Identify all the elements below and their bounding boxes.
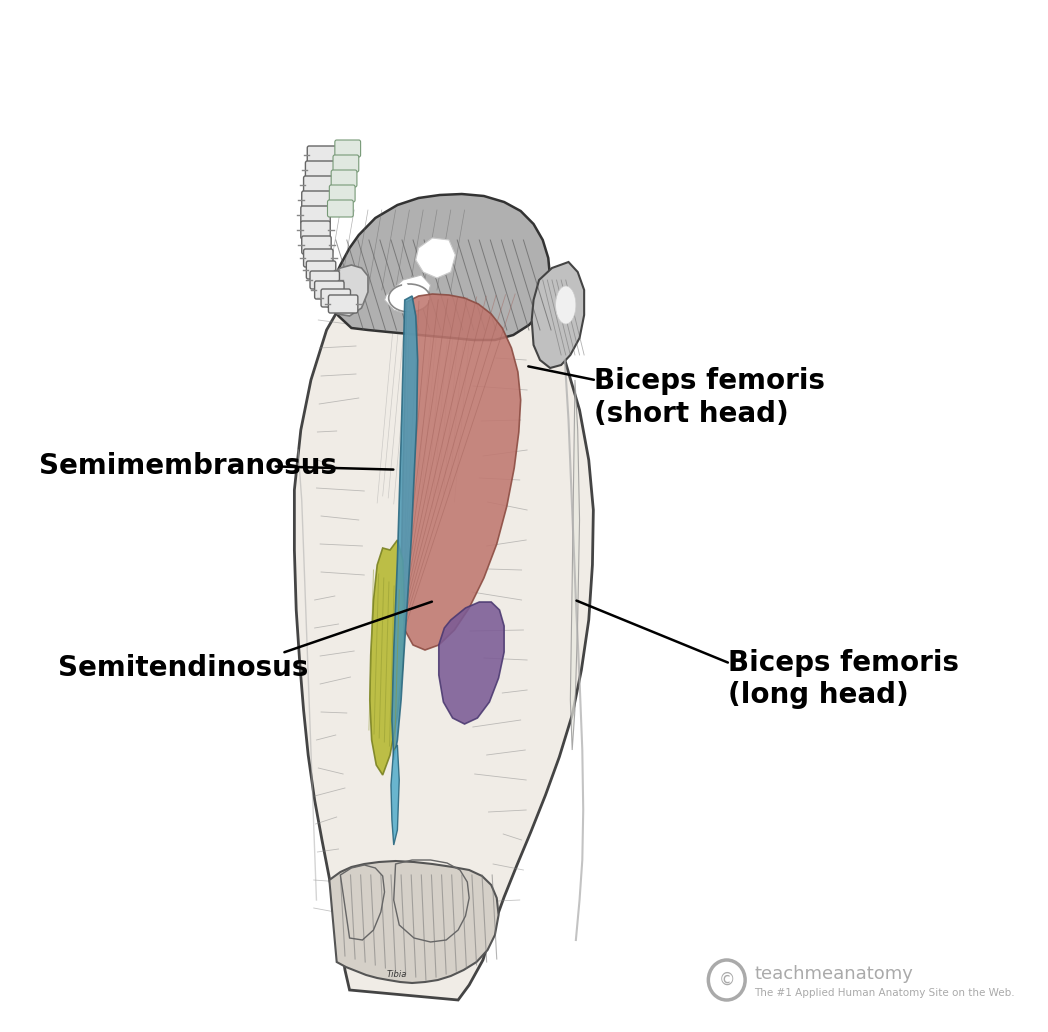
FancyBboxPatch shape — [306, 261, 335, 279]
Polygon shape — [324, 194, 550, 340]
Polygon shape — [439, 602, 504, 724]
FancyBboxPatch shape — [307, 146, 336, 164]
FancyBboxPatch shape — [328, 295, 357, 313]
FancyBboxPatch shape — [301, 206, 330, 224]
Polygon shape — [329, 861, 499, 983]
FancyBboxPatch shape — [310, 271, 340, 289]
FancyBboxPatch shape — [314, 281, 344, 299]
Polygon shape — [416, 238, 456, 278]
Polygon shape — [570, 380, 580, 750]
Polygon shape — [392, 296, 418, 760]
Polygon shape — [391, 745, 399, 845]
Ellipse shape — [389, 284, 430, 312]
FancyBboxPatch shape — [333, 155, 358, 172]
FancyBboxPatch shape — [302, 236, 331, 254]
Text: The #1 Applied Human Anatomy Site on the Web.: The #1 Applied Human Anatomy Site on the… — [755, 988, 1014, 998]
FancyBboxPatch shape — [304, 249, 333, 267]
Polygon shape — [320, 265, 368, 316]
FancyBboxPatch shape — [327, 200, 353, 217]
Text: ©: © — [719, 971, 735, 989]
FancyBboxPatch shape — [321, 289, 350, 307]
Polygon shape — [401, 294, 521, 650]
Text: Semitendinosus: Semitendinosus — [58, 653, 308, 682]
FancyBboxPatch shape — [301, 221, 330, 239]
Text: teachmeanatomy: teachmeanatomy — [755, 965, 913, 983]
FancyBboxPatch shape — [335, 140, 361, 157]
FancyBboxPatch shape — [331, 170, 357, 187]
Text: Semimembranosus: Semimembranosus — [39, 452, 336, 481]
FancyBboxPatch shape — [329, 185, 355, 202]
Polygon shape — [385, 275, 431, 315]
Polygon shape — [294, 290, 593, 1000]
FancyBboxPatch shape — [302, 191, 331, 209]
Ellipse shape — [555, 286, 575, 324]
FancyBboxPatch shape — [305, 161, 335, 179]
Text: Biceps femoris
(short head): Biceps femoris (short head) — [594, 367, 825, 427]
Polygon shape — [531, 262, 584, 368]
Text: Tibia: Tibia — [387, 970, 407, 979]
Text: Biceps femoris
(long head): Biceps femoris (long head) — [728, 649, 959, 709]
Polygon shape — [370, 540, 405, 775]
FancyBboxPatch shape — [304, 176, 333, 194]
